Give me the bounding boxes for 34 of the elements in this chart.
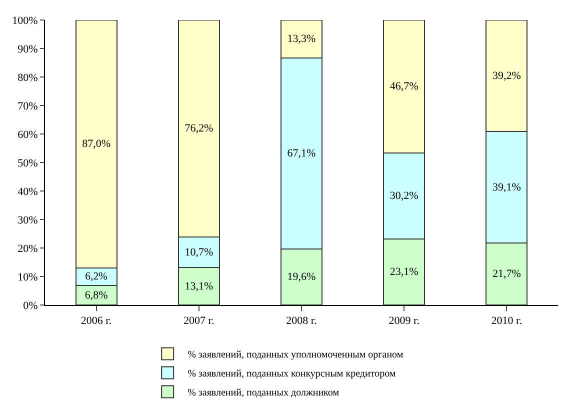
data-label: 23,1% — [390, 266, 418, 278]
data-label: 39,2% — [492, 70, 521, 82]
y-tick-label: 90% — [18, 43, 38, 56]
x-tick-label: 2010 г. — [491, 315, 522, 328]
x-tick-label: 2008 г. — [286, 315, 318, 328]
data-label: 30,2% — [390, 190, 418, 202]
y-tick-label: 100% — [12, 14, 38, 27]
x-tick-label: 2006 г. — [80, 315, 112, 328]
data-label: 76,2% — [184, 122, 214, 135]
y-tick-label: 70% — [18, 100, 38, 112]
data-label: 6,8% — [84, 289, 108, 302]
legend-label: % заявлений, поданных должником — [188, 388, 340, 399]
data-label: 21,7% — [492, 268, 521, 280]
x-tick-label: 2009 г. — [388, 315, 420, 328]
y-tick-label: 60% — [18, 128, 38, 141]
x-tick-label: 2007 г. — [184, 315, 215, 328]
data-label: 6,2% — [85, 270, 108, 283]
data-label: 87,0% — [82, 138, 111, 150]
data-label: 39,1% — [492, 181, 521, 194]
data-label: 13,1% — [184, 280, 214, 292]
y-tick-label: 0% — [23, 300, 38, 312]
y-tick-label: 10% — [18, 271, 38, 284]
data-label: 10,7% — [184, 246, 214, 258]
data-label: 13,3% — [287, 32, 316, 45]
data-label: 19,6% — [287, 271, 316, 284]
y-tick-label: 20% — [18, 242, 38, 255]
y-tick-label: 50% — [18, 157, 38, 170]
y-tick-label: 80% — [18, 72, 38, 84]
data-label: 46,7% — [390, 80, 418, 93]
legend-label: % заявлений, поданных уполномоченным органом — [188, 350, 404, 361]
y-tick-label: 40% — [18, 186, 38, 198]
legend-label: % заявлений, поданных конкурсным кредитором — [188, 368, 396, 380]
y-tick-label: 30% — [18, 214, 38, 226]
data-label: 67,1% — [287, 148, 316, 160]
